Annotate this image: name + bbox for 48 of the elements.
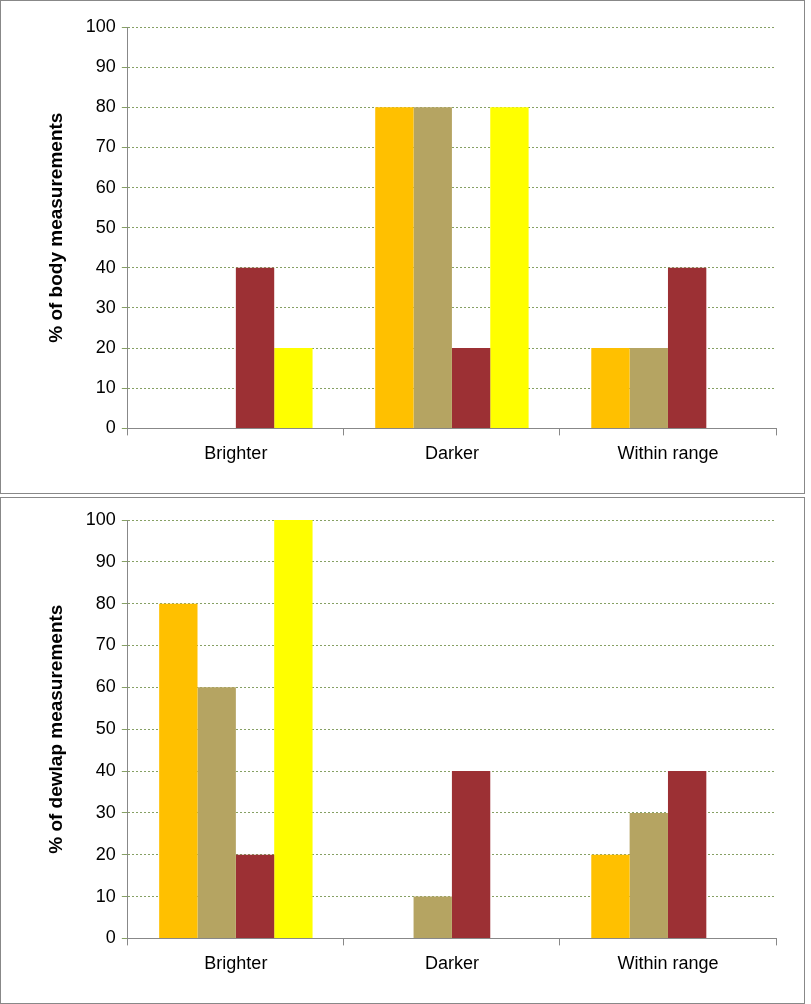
y-tick-label: 40 <box>95 256 116 277</box>
bar <box>375 107 414 428</box>
bar <box>197 687 236 938</box>
bar <box>591 348 630 428</box>
x-tick-label: Within range <box>617 953 719 974</box>
bar <box>159 603 198 938</box>
bar <box>490 107 529 428</box>
y-tick-label: 0 <box>105 417 116 438</box>
y-tick-label: 90 <box>95 56 116 77</box>
y-tick-label: 80 <box>95 96 116 117</box>
bar <box>413 896 452 938</box>
bar <box>629 812 668 938</box>
y-tick-label: 50 <box>95 216 116 237</box>
bar <box>451 348 491 428</box>
x-tick-label: Darker <box>424 953 479 974</box>
y-tick-label: 50 <box>95 718 116 739</box>
bar <box>629 348 668 428</box>
bar <box>591 854 630 938</box>
y-axis-title: % of dewlap measurements <box>44 604 66 854</box>
y-tick-label: 70 <box>95 634 116 655</box>
y-tick-label: 90 <box>95 550 116 571</box>
bar <box>235 854 275 938</box>
bar <box>235 267 275 428</box>
y-tick-label: 10 <box>95 885 116 906</box>
y-tick-label: 60 <box>95 676 116 697</box>
y-tick-label: 30 <box>95 801 116 822</box>
y-tick-label: 100 <box>85 15 116 36</box>
bar <box>274 520 313 938</box>
y-tick-label: 20 <box>95 843 116 864</box>
y-tick-label: 20 <box>95 337 116 358</box>
y-tick-label: 70 <box>95 136 116 157</box>
x-tick-label: Brighter <box>204 953 268 974</box>
y-axis-title: % of body measurements <box>44 112 66 343</box>
y-tick-label: 0 <box>105 927 116 948</box>
x-tick-label: Within range <box>617 443 719 464</box>
y-tick-label: 10 <box>95 377 116 398</box>
bar <box>413 107 452 428</box>
y-tick-label: 100 <box>85 508 116 529</box>
y-tick-label: 30 <box>95 296 116 317</box>
x-tick-label: Brighter <box>204 443 268 464</box>
y-tick-label: 60 <box>95 176 116 197</box>
y-tick-label: 40 <box>95 760 116 781</box>
bar <box>667 267 707 428</box>
bar <box>451 771 491 938</box>
y-tick-label: 80 <box>95 592 116 613</box>
bar <box>667 771 707 938</box>
x-tick-label: Darker <box>424 443 479 464</box>
bar <box>274 348 313 428</box>
